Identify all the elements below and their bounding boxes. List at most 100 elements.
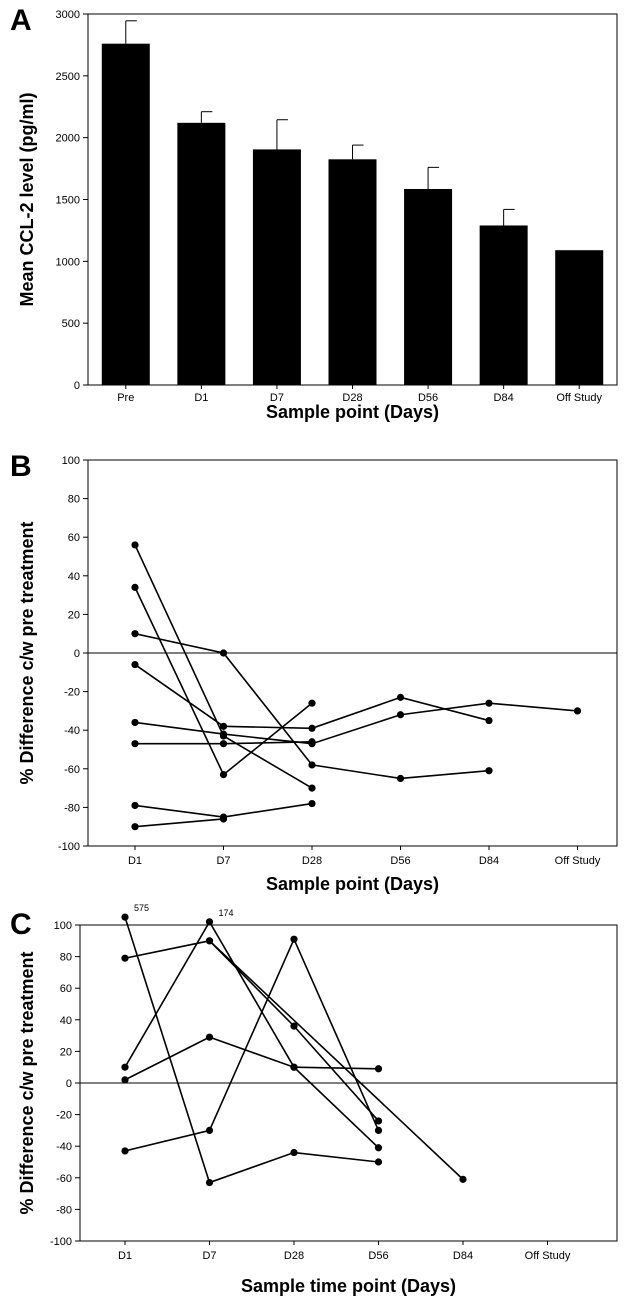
panel-b-line-chart: -100 -80 -60 -40 -20 0 20 40 60 80 100 D1 D7 D28 D56 D8… <box>17 455 618 894</box>
x-tick-label: D56 <box>390 855 410 867</box>
x-tick-label: D84 <box>494 392 514 404</box>
data-point <box>121 913 129 921</box>
data-point <box>205 1178 214 1187</box>
data-point <box>374 1065 383 1073</box>
data-point <box>131 740 139 748</box>
y-tick-label: -20 <box>64 687 80 699</box>
y-tick-label: 500 <box>62 318 80 330</box>
series-line <box>134 818 224 828</box>
data-point <box>205 1126 214 1134</box>
x-tick-label: Off Study <box>525 1250 571 1262</box>
data-point <box>121 1063 129 1071</box>
data-point <box>396 774 405 783</box>
x-tick-label: D84 <box>453 1250 473 1262</box>
x-axis-label: Sample point (Days) <box>266 874 439 894</box>
y-tick-label: 20 <box>60 1046 72 1058</box>
data-point <box>219 722 228 730</box>
panel-a-bar-chart: 0 500 1000 1500 2000 2500 3000 Pre D1 D7 D28 D56 D84… <box>17 9 618 422</box>
x-tick-label: D28 <box>302 855 322 867</box>
panel-c-line-chart: -100 -80 -60 -40 -20 0 20 40 60 80 100 D1 D7 D28 D56 D8… <box>17 903 618 1296</box>
series-line <box>134 702 578 745</box>
series-line <box>134 663 490 730</box>
bar <box>328 159 377 385</box>
y-axis-label: Mean CCL-2 level (pg/ml) <box>17 92 37 306</box>
series-line <box>124 939 380 1122</box>
bar <box>101 43 150 386</box>
x-tick-label: D7 <box>202 1250 216 1262</box>
y-tick-label: 0 <box>66 1078 72 1090</box>
data-point <box>131 823 139 831</box>
x-tick-label: Off Study <box>555 855 601 867</box>
y-tick-label: -60 <box>56 1173 72 1185</box>
x-axis-label: Sample point (Days) <box>266 402 439 422</box>
data-point <box>219 740 228 748</box>
series-line <box>124 916 379 1184</box>
y-tick-label: 40 <box>68 571 80 583</box>
x-tick-label: D84 <box>479 855 499 867</box>
data-point <box>485 699 493 707</box>
data-point <box>131 801 139 810</box>
y-tick-label: 100 <box>54 920 72 932</box>
data-point <box>308 699 316 707</box>
series-line <box>124 920 380 1149</box>
x-tick-label: D56 <box>368 1250 388 1262</box>
bar <box>555 250 604 385</box>
x-tick-label: D28 <box>342 392 362 404</box>
data-point <box>485 716 493 725</box>
data-point <box>573 707 582 715</box>
panel-a-letter: A <box>10 4 32 37</box>
y-tick-label: 0 <box>74 380 80 392</box>
data-point <box>290 1022 298 1030</box>
data-point <box>219 649 228 657</box>
x-tick-label: D1 <box>128 855 142 867</box>
x-tick-label: Off Study <box>556 392 602 404</box>
bar <box>479 225 528 385</box>
data-point <box>485 767 493 775</box>
data-point <box>308 761 316 769</box>
data-point <box>219 815 228 823</box>
y-tick-label: -80 <box>64 802 80 814</box>
data-point <box>131 660 139 669</box>
y-tick-label: 80 <box>68 494 80 506</box>
y-tick-label: 60 <box>60 983 72 995</box>
data-point <box>374 1117 383 1125</box>
data-point <box>290 1063 298 1071</box>
data-point <box>219 730 228 738</box>
y-axis-label: % Difference c/w pre treatment <box>17 951 37 1214</box>
data-point <box>219 770 228 779</box>
series-line <box>124 1036 379 1081</box>
y-tick-label: 1000 <box>56 256 80 268</box>
y-tick-label: -100 <box>58 841 80 853</box>
x-tick-label: D56 <box>418 392 438 404</box>
y-tick-label: -40 <box>64 725 80 737</box>
value-annotation: 575 <box>134 903 149 913</box>
data-point <box>131 718 139 727</box>
data-point <box>396 693 405 701</box>
data-point <box>131 630 139 638</box>
x-tick-label: Pre <box>117 392 134 404</box>
y-tick-label: -60 <box>64 764 80 776</box>
bar <box>252 149 301 385</box>
y-tick-label: 80 <box>60 952 72 964</box>
y-tick-label: 100 <box>62 455 80 467</box>
y-tick-label: 40 <box>60 1015 72 1027</box>
series-line <box>208 940 464 1180</box>
x-axis-label: Sample time point (Days) <box>241 1276 456 1296</box>
data-point <box>121 1147 129 1155</box>
data-point <box>459 1175 467 1183</box>
data-point <box>374 1144 383 1152</box>
data-point <box>374 1158 383 1166</box>
x-tick-label: D1 <box>118 1250 132 1262</box>
data-point <box>205 918 214 926</box>
x-tick-label: D7 <box>216 855 230 867</box>
data-point <box>308 738 316 746</box>
data-point <box>308 724 316 732</box>
data-point <box>205 1033 214 1041</box>
y-tick-label: 2500 <box>56 71 80 83</box>
y-tick-label: -100 <box>50 1236 72 1248</box>
data-point <box>290 935 298 943</box>
y-tick-label: 0 <box>74 648 80 660</box>
bar <box>404 188 453 385</box>
series-line <box>124 937 380 1152</box>
